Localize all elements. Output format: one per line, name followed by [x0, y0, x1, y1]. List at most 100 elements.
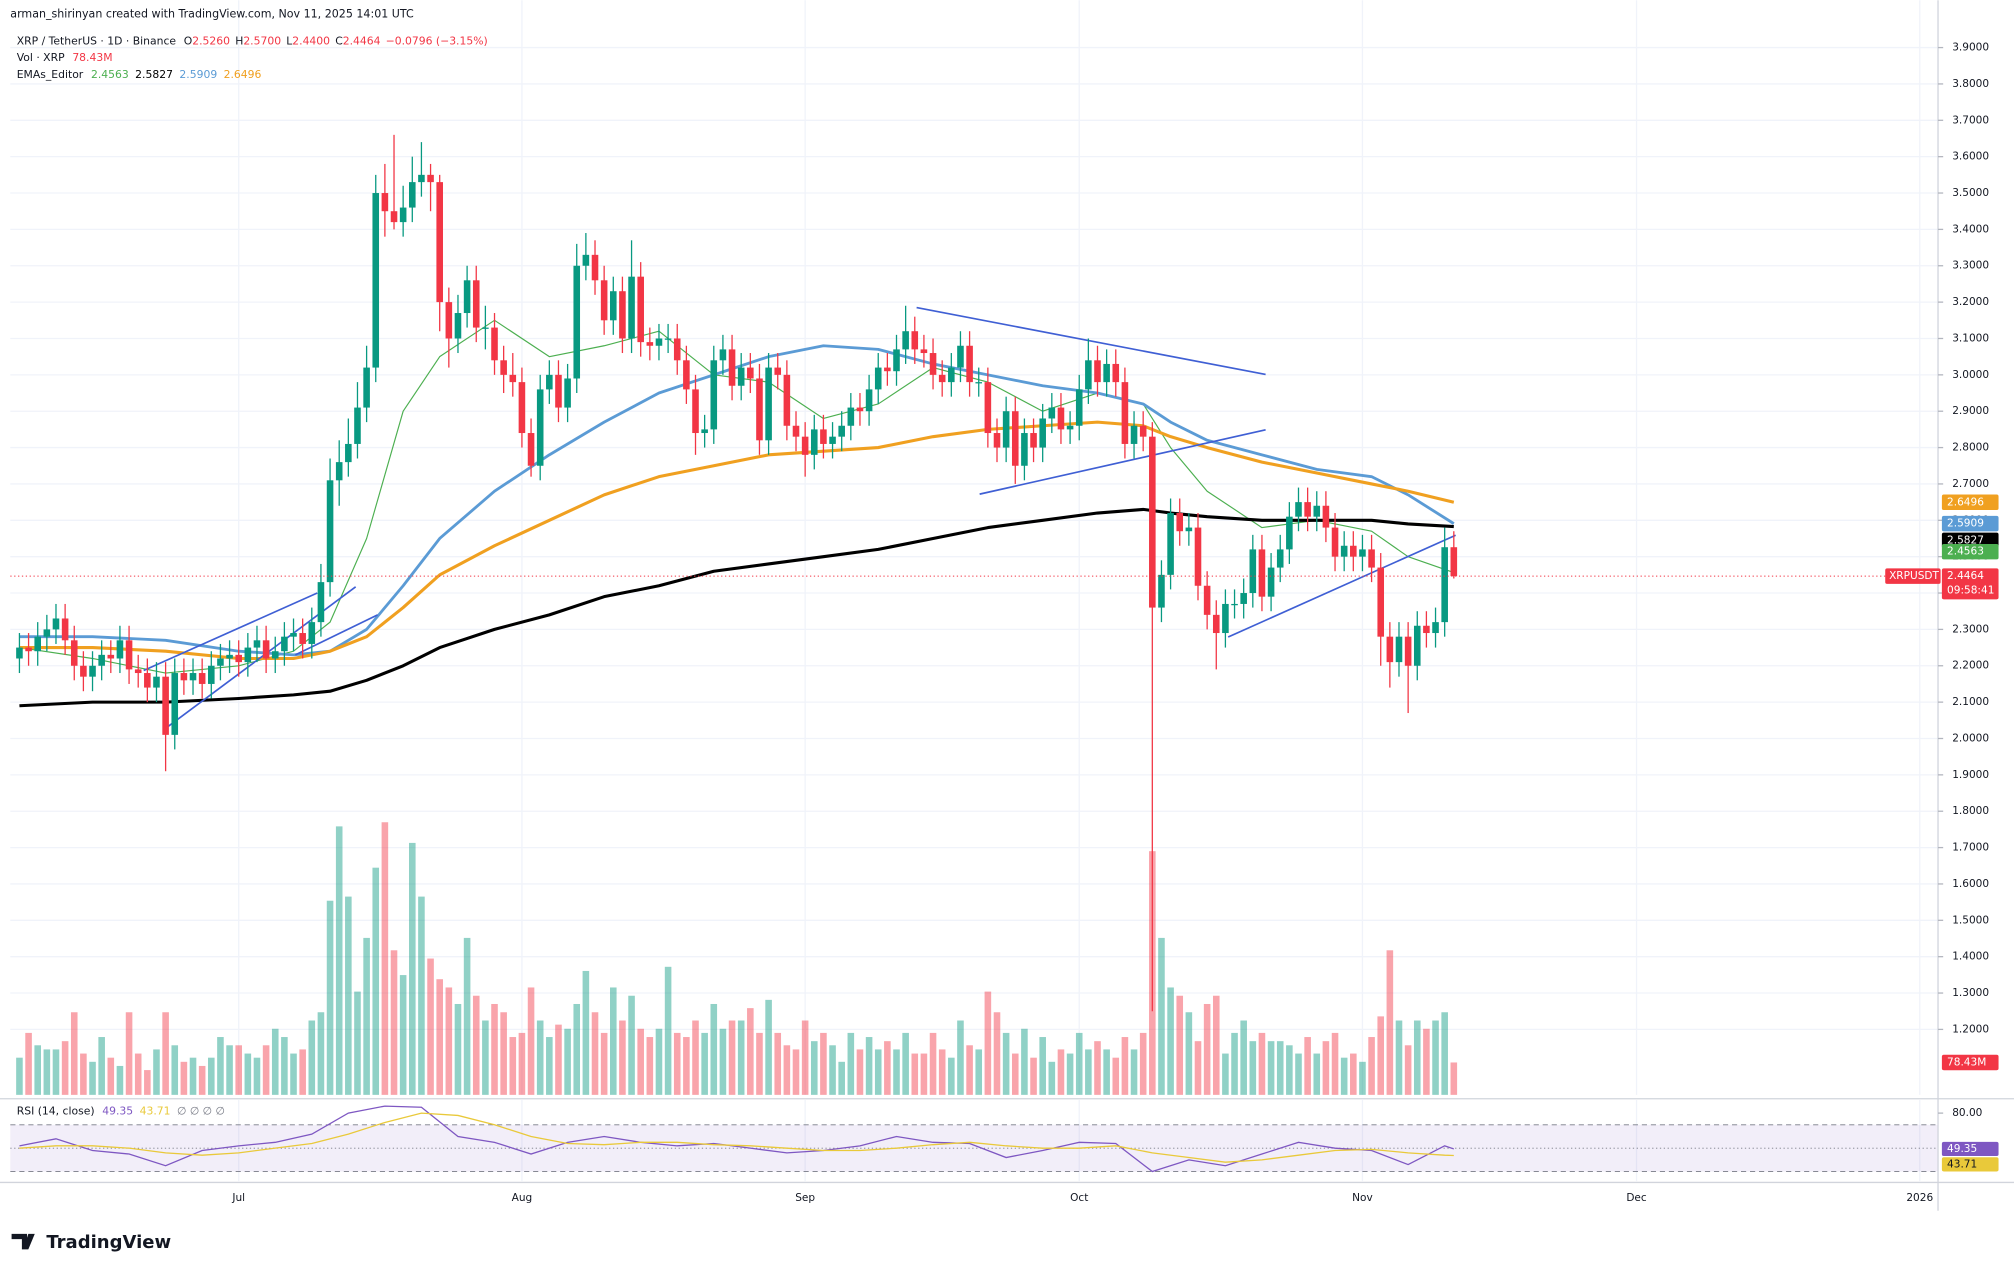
- candle-body: [673, 338, 681, 361]
- candle-body: [1450, 547, 1458, 577]
- volume-bar: [363, 937, 370, 1095]
- candle-body: [1231, 603, 1238, 606]
- candle-body: [1203, 585, 1211, 615]
- volume-bar: [728, 1020, 736, 1095]
- candle-body: [299, 633, 306, 644]
- volume-bar: [1368, 1037, 1375, 1095]
- volume-bar: [226, 1045, 233, 1095]
- volume-bar: [107, 1057, 115, 1095]
- volume-value: 78.43M: [72, 51, 112, 64]
- volume-bar: [399, 975, 407, 1095]
- candle-body: [354, 407, 361, 444]
- candle-body: [52, 618, 60, 630]
- symbol-label: XRPUSDT: [1889, 570, 1939, 582]
- candle-body: [472, 280, 480, 328]
- candle-body: [838, 425, 845, 437]
- volume-bar: [856, 1049, 864, 1095]
- candle-body: [162, 676, 169, 735]
- volume-bar: [153, 1049, 160, 1095]
- candle-body: [335, 462, 343, 481]
- change: −0.0796 (−3.15%): [386, 35, 488, 48]
- volume-bar: [1395, 1020, 1403, 1095]
- volume-bar: [271, 1028, 279, 1095]
- candle-body: [208, 665, 215, 684]
- candle-body: [664, 338, 672, 340]
- volume-bar: [1359, 1061, 1366, 1095]
- volume-bar: [436, 979, 443, 1095]
- candle-body: [609, 291, 617, 321]
- candle-body: [399, 207, 407, 223]
- volume-bar: [911, 1053, 919, 1095]
- candle-body: [509, 374, 517, 383]
- price-badge-label: 2.5827: [1947, 534, 1984, 546]
- ohlc-value: 2.5700: [243, 35, 281, 48]
- volume-bar: [445, 987, 453, 1095]
- candle-body: [381, 193, 389, 212]
- volume-bar: [1075, 1032, 1083, 1095]
- candle-body: [61, 618, 69, 641]
- volume-bar: [756, 1032, 763, 1095]
- price-badge-label: 2.4464: [1947, 570, 1984, 582]
- volume-bar: [1048, 1061, 1056, 1095]
- candle-body: [253, 640, 261, 648]
- volume-bar: [591, 1012, 599, 1095]
- candle-body: [591, 254, 599, 281]
- candle-body: [1185, 527, 1193, 532]
- candle-body: [436, 182, 443, 303]
- candle-body: [929, 353, 937, 375]
- volume-bar: [1021, 1028, 1028, 1095]
- volume-bar: [299, 1049, 306, 1095]
- candle-body: [829, 436, 836, 444]
- logo: TradingView: [11, 1232, 172, 1253]
- volume-bar: [98, 1037, 105, 1095]
- volume-bar: [1139, 1032, 1147, 1095]
- price-badge-label: 2.6496: [1947, 496, 1984, 508]
- volume-bar: [747, 1008, 754, 1095]
- volume-bar: [1194, 1041, 1202, 1095]
- volume-bar: [701, 1032, 708, 1095]
- volume-bar: [61, 1041, 69, 1095]
- volume-bar: [189, 1057, 197, 1095]
- candle-body: [1340, 545, 1348, 557]
- volume-bar: [1121, 1037, 1129, 1095]
- candle-body: [16, 647, 23, 659]
- volume-name: Vol · XRP: [17, 51, 65, 64]
- candle-body: [80, 665, 87, 677]
- volume-bar: [600, 1032, 608, 1095]
- candle-body: [984, 382, 992, 434]
- volume-bar: [1011, 1053, 1019, 1095]
- volume-bar: [43, 1049, 51, 1095]
- candle-body: [902, 331, 909, 350]
- candle-body: [546, 374, 553, 390]
- volume-bar: [865, 1037, 873, 1095]
- trendline: [143, 592, 318, 672]
- candle-body: [226, 654, 233, 659]
- candle-body: [125, 640, 133, 670]
- candle-body: [683, 360, 690, 390]
- y-tick-label: 2.0000: [1952, 732, 1989, 744]
- volume-bar: [619, 1020, 626, 1095]
- candle-body: [180, 673, 188, 681]
- ema-value: 2.4563: [91, 68, 129, 81]
- volume-bar: [637, 1028, 644, 1095]
- volume-bar: [810, 1041, 818, 1095]
- candle-body: [1066, 425, 1074, 430]
- candle-body: [938, 374, 946, 383]
- candle-body: [1331, 527, 1339, 557]
- candle-body: [573, 265, 581, 379]
- volume-bar: [1423, 1028, 1430, 1095]
- volume-bar: [34, 1045, 41, 1095]
- volume-bar: [1112, 1057, 1120, 1095]
- candle-body: [345, 443, 352, 463]
- y-tick-label: 3.4000: [1952, 223, 1989, 235]
- candle-body: [189, 673, 197, 681]
- candle-body: [948, 367, 955, 383]
- candle-body: [792, 425, 800, 437]
- candle-body: [619, 291, 626, 339]
- candle-body: [1021, 433, 1028, 466]
- volume-bar: [144, 1070, 151, 1095]
- candle-body: [701, 429, 708, 434]
- candle-body: [409, 182, 416, 208]
